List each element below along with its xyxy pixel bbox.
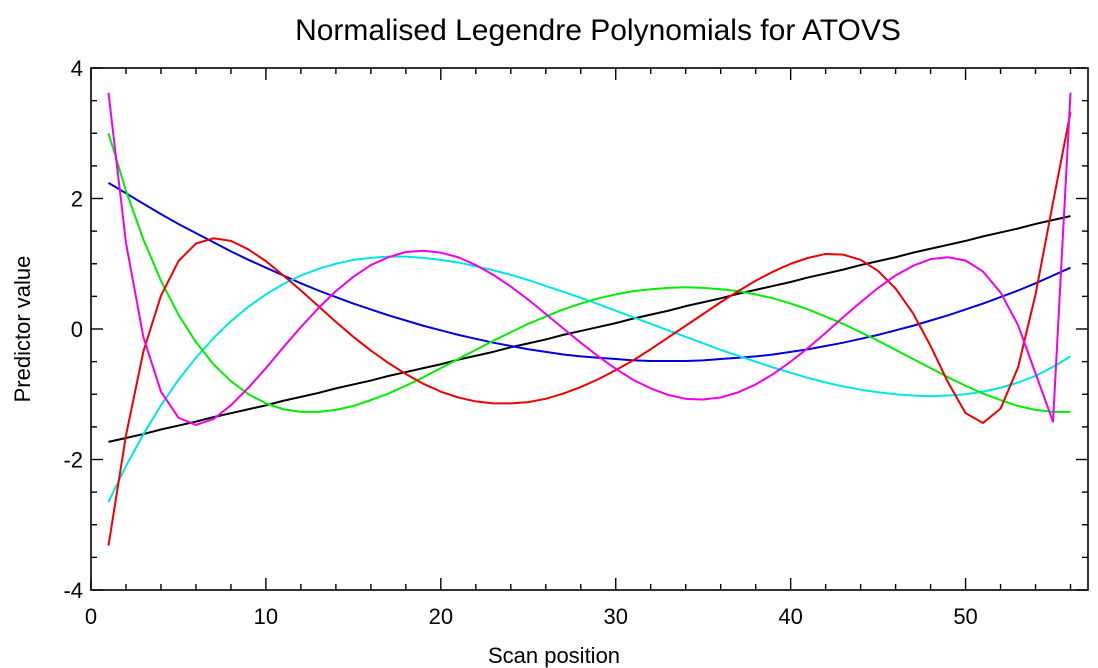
series-line-5 [107, 112, 1072, 546]
series-group [107, 92, 1072, 546]
x-axis-label: Scan position [488, 643, 620, 668]
y-tick-label: -4 [63, 578, 83, 603]
x-tick-labels: 0 10 20 30 40 50 [85, 604, 978, 629]
y-tick-label: 0 [71, 317, 83, 342]
x-tick-label: 10 [254, 604, 278, 629]
y-tick-label: 4 [71, 56, 83, 81]
x-tick-label: 50 [953, 604, 977, 629]
chart-title: Normalised Legendre Polynomials for ATOV… [295, 14, 901, 47]
series-line-2 [107, 181, 1071, 362]
x-tick-label: 0 [85, 604, 97, 629]
y-ticks [91, 67, 1088, 591]
y-tick-label: -2 [63, 448, 83, 473]
series-line-4 [107, 132, 1071, 413]
y-axis-label: Predictor value [10, 256, 35, 403]
y-tick-label: 2 [71, 187, 83, 212]
x-tick-label: 20 [429, 604, 453, 629]
x-tick-label: 30 [603, 604, 627, 629]
x-ticks [90, 68, 1072, 590]
y-tick-labels: 4 2 0 -2 -4 [63, 56, 83, 603]
series-line-6 [107, 92, 1072, 426]
x-tick-label: 40 [778, 604, 802, 629]
